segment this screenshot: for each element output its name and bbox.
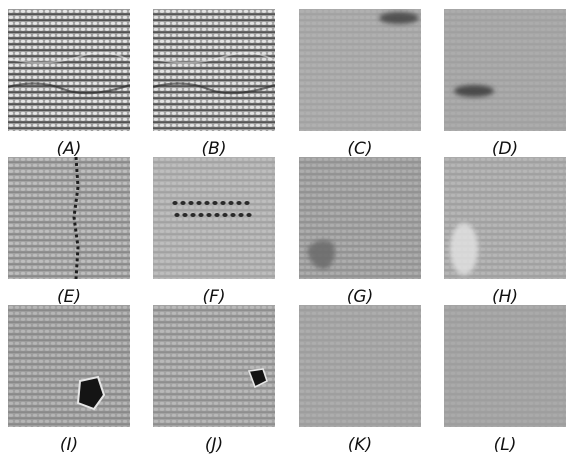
panel-b-caption: (B) (201, 139, 227, 159)
fabric-texture-g (299, 157, 421, 279)
fabric-texture-l (444, 305, 566, 427)
fabric-texture-h (444, 157, 566, 279)
defect-mark (153, 82, 275, 95)
defect-mark (72, 157, 80, 279)
defect-mark (153, 52, 275, 64)
panel-i-caption: (I) (59, 435, 79, 455)
stain-mark (379, 12, 419, 24)
stain-mark (307, 240, 335, 270)
fabric-texture-e (8, 157, 130, 279)
panel-e-caption: (E) (56, 287, 81, 307)
defect-mark (8, 52, 130, 64)
panel-h-caption: (H) (491, 287, 519, 307)
panel-c-image (299, 9, 421, 131)
stain-mark (454, 85, 494, 97)
panel-g-caption: (G) (346, 287, 374, 307)
fabric-texture-j (153, 305, 275, 427)
hole-mark (247, 368, 268, 389)
panel-d-image (444, 9, 566, 131)
fabric-texture-d (444, 9, 566, 131)
panel-l-image (444, 305, 566, 427)
panel-d-caption: (D) (491, 139, 519, 159)
fabric-texture-k (299, 305, 421, 427)
panel-b-image (153, 9, 275, 131)
defect-mark (8, 82, 130, 95)
fabric-texture-i (8, 305, 130, 427)
panel-j-image (153, 305, 275, 427)
fabric-texture-b (153, 9, 275, 131)
panel-j-caption: (J) (204, 435, 224, 455)
hole-mark (76, 375, 106, 411)
panel-f-image (153, 157, 275, 279)
panel-g-image (299, 157, 421, 279)
fabric-texture-a (8, 9, 130, 131)
panel-k-caption: (K) (347, 435, 373, 455)
defect-mark (172, 201, 252, 217)
panel-h-image (444, 157, 566, 279)
fabric-texture-c (299, 9, 421, 131)
panel-c-caption: (C) (347, 139, 373, 159)
fabric-texture-f (153, 157, 275, 279)
panel-l-caption: (L) (493, 435, 517, 455)
stain-mark (450, 223, 478, 275)
panel-e-image (8, 157, 130, 279)
panel-a-caption: (A) (56, 139, 82, 159)
panel-a-image (8, 9, 130, 131)
panel-f-caption: (F) (202, 287, 226, 307)
panel-k-image (299, 305, 421, 427)
panel-i-image (8, 305, 130, 427)
